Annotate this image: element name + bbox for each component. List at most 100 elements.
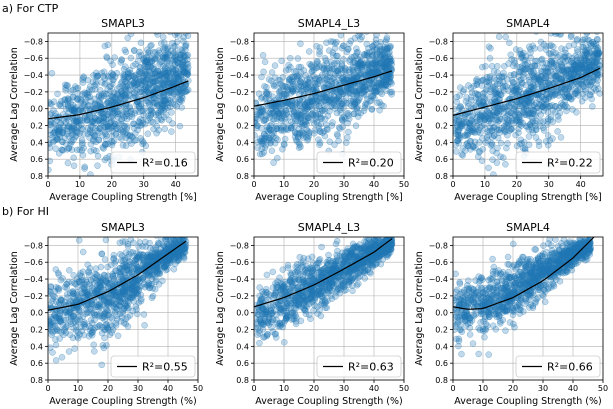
scatter-point bbox=[495, 33, 503, 40]
scatter-point bbox=[180, 67, 187, 74]
x-tick-label: 40 bbox=[171, 180, 181, 189]
scatter-point bbox=[79, 248, 87, 256]
scatter-point bbox=[95, 93, 103, 100]
scatter-point bbox=[152, 264, 159, 272]
scatter-point bbox=[100, 286, 107, 294]
scatter-point bbox=[116, 265, 123, 272]
legend-box bbox=[110, 355, 196, 378]
scatter-point bbox=[504, 131, 511, 139]
scatter-point bbox=[85, 271, 93, 279]
scatter-point bbox=[558, 66, 566, 74]
scatter-point bbox=[547, 90, 554, 98]
scatter-point bbox=[108, 141, 116, 149]
scatter-point bbox=[504, 140, 511, 147]
scatter-point bbox=[551, 33, 557, 35]
scatter-point bbox=[565, 85, 572, 92]
scatter-point bbox=[118, 57, 125, 64]
scatter-point bbox=[308, 68, 315, 76]
scatter-point bbox=[135, 299, 143, 306]
scatter-point bbox=[294, 112, 301, 119]
scatter-point bbox=[520, 49, 527, 57]
scatter-point bbox=[136, 119, 143, 126]
scatter-point bbox=[116, 268, 123, 276]
scatter-point bbox=[66, 267, 73, 274]
fit-curve bbox=[254, 70, 393, 107]
scatter-point bbox=[49, 298, 56, 305]
scatter-point bbox=[69, 86, 76, 94]
scatter-point bbox=[70, 325, 77, 332]
scatter-point bbox=[535, 107, 543, 115]
scatter-point bbox=[107, 57, 114, 65]
scatter-point bbox=[109, 99, 117, 106]
scatter-point bbox=[66, 331, 74, 339]
scatter-point bbox=[162, 91, 170, 98]
x-tick-label: 10 bbox=[73, 384, 83, 393]
scatter-point bbox=[376, 106, 383, 114]
scatter-point bbox=[86, 93, 94, 101]
scatter-point bbox=[169, 100, 176, 107]
scatter-point bbox=[111, 279, 119, 286]
scatter-point bbox=[349, 75, 357, 82]
scatter-point bbox=[54, 90, 61, 98]
scatter-point bbox=[88, 331, 96, 339]
scatter-point bbox=[334, 67, 341, 74]
scatter-point bbox=[146, 268, 154, 276]
scatter-point bbox=[170, 265, 178, 273]
scatter-point bbox=[337, 106, 344, 113]
scatter-point bbox=[546, 137, 554, 144]
scatter-point bbox=[570, 66, 577, 73]
scatter-point bbox=[116, 239, 124, 247]
scatter-point bbox=[333, 38, 340, 46]
scatter-point bbox=[279, 145, 286, 153]
scatter-point bbox=[519, 103, 526, 110]
scatter-point bbox=[297, 40, 304, 47]
scatter-point bbox=[363, 33, 370, 35]
scatter-point bbox=[457, 84, 464, 91]
scatter-point bbox=[460, 86, 468, 93]
scatter-point bbox=[288, 124, 295, 132]
scatter-point bbox=[127, 72, 135, 80]
scatter-point bbox=[322, 57, 330, 64]
x-tick-label: 10 bbox=[75, 180, 85, 189]
scatter-point bbox=[48, 283, 55, 290]
scatter-point bbox=[85, 268, 92, 275]
scatter-point bbox=[176, 70, 183, 78]
scatter-point bbox=[133, 254, 140, 262]
scatter-point bbox=[163, 237, 170, 241]
scatter-point bbox=[181, 57, 188, 64]
legend-label: R²=0.20 bbox=[348, 157, 394, 170]
scatter-point bbox=[516, 47, 524, 54]
scatter-point bbox=[124, 131, 131, 139]
scatter-point bbox=[360, 107, 368, 114]
scatter-point bbox=[55, 271, 63, 279]
scatter-point bbox=[351, 34, 359, 42]
scatter-point bbox=[454, 131, 462, 139]
scatter-point bbox=[75, 237, 83, 244]
scatter-point bbox=[91, 316, 98, 324]
scatter-point bbox=[163, 225, 169, 231]
scatter-point bbox=[65, 348, 73, 355]
scatter-point bbox=[94, 152, 102, 160]
scatter-point bbox=[276, 92, 283, 100]
scatter-point bbox=[323, 76, 330, 83]
scatter-point bbox=[157, 72, 164, 79]
scatter-point bbox=[340, 56, 347, 63]
scatter-point bbox=[501, 63, 508, 70]
scatter-point bbox=[52, 357, 60, 364]
scatter-point bbox=[121, 46, 129, 54]
scatter-point bbox=[134, 310, 141, 318]
y-tick-label: 0.8 bbox=[435, 172, 448, 181]
fit-curve bbox=[453, 67, 601, 116]
scatter-point bbox=[161, 125, 169, 133]
scatter-point bbox=[489, 133, 496, 141]
scatter-point bbox=[488, 127, 496, 135]
x-tick-label: 20 bbox=[103, 384, 113, 393]
scatter-point bbox=[121, 85, 128, 92]
scatter-point bbox=[154, 51, 161, 59]
scatter-point bbox=[479, 63, 486, 71]
scatter-point bbox=[96, 322, 104, 329]
scatter-point bbox=[588, 58, 596, 66]
scatter-point bbox=[494, 134, 502, 142]
scatter-point bbox=[109, 272, 116, 280]
scatter-point bbox=[84, 261, 91, 269]
